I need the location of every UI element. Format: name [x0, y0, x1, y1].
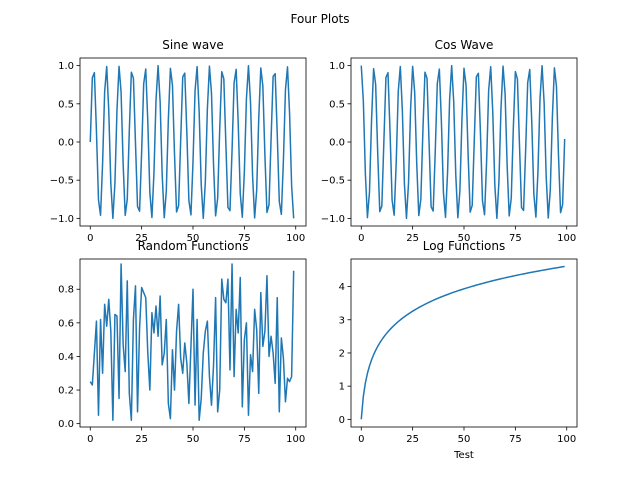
log-functions-ytick-label: 0	[339, 415, 345, 426]
sine-wave-ytick-label: −1.0	[50, 214, 74, 225]
cos-wave-series-line-0	[360, 64, 566, 220]
log-functions-xlabel: Test	[453, 450, 474, 461]
subplot-random-functions: 0 25 50 75 100 0.0 0.2 0.4 0.6 0.8 Random Function…	[58, 239, 307, 445]
random-functions-ytick-label: 0.6	[58, 318, 74, 329]
sine-wave-ytick-label: −0.5	[50, 176, 74, 187]
log-functions-ytick-label: 4	[339, 282, 345, 293]
log-functions-xtick-label: 75	[509, 434, 522, 445]
random-functions-xtick-label: 25	[135, 434, 148, 445]
random-functions-ytick-label: 0.0	[58, 419, 74, 430]
cos-wave-xtick-label: 25	[406, 233, 419, 244]
sine-wave-xtick-label: 50	[187, 233, 200, 244]
sine-wave-xtick-label: 0	[87, 233, 93, 244]
sine-wave-xtick-label: 25	[135, 233, 148, 244]
random-functions-series-line-0	[89, 263, 295, 422]
log-functions-ytick-label: 3	[339, 315, 345, 326]
sine-wave-series-line-0	[89, 64, 295, 220]
log-functions-xtick-label: 100	[557, 434, 576, 445]
random-functions-xtick-label: 50	[187, 434, 200, 445]
log-functions-xtick-label: 0	[358, 434, 364, 445]
random-functions-ytick-label: 0.4	[58, 352, 74, 363]
log-functions-title: Log Functions	[423, 239, 506, 253]
random-functions-xtick-label: 0	[87, 434, 93, 445]
random-functions-title: Random Functions	[138, 239, 249, 253]
subplot-sine-wave: 0 25 50 75 100 −1.0 −0.5 0.0 0.5 1.0 Sine wave	[50, 38, 307, 244]
random-functions-ytick-label: 0.2	[58, 386, 74, 397]
log-functions-xtick-label: 25	[406, 434, 419, 445]
sine-wave-ytick-label: 0.0	[58, 138, 74, 149]
cos-wave-xtick-label: 100	[557, 233, 576, 244]
cos-wave-xtick-label: 75	[509, 233, 522, 244]
cos-wave-ytick-label: −0.5	[321, 176, 345, 187]
sine-wave-title: Sine wave	[162, 38, 223, 52]
sine-wave-ytick-label: 0.5	[58, 99, 74, 110]
sine-wave-xtick-label: 75	[238, 233, 251, 244]
subplot-cos-wave: 0 25 50 75 100 −1.0 −0.5 0.0 0.5 1.0 Cos Wave	[321, 38, 578, 244]
cos-wave-ytick-label: 0.0	[329, 138, 345, 149]
cos-wave-xtick-label: 50	[458, 233, 471, 244]
subplot-log-functions: 0 25 50 75 100 0 1 2 3 4 Log Functions Test	[339, 239, 578, 461]
random-functions-ytick-label: 0.8	[58, 285, 74, 296]
log-functions-ytick-label: 2	[339, 348, 345, 359]
cos-wave-title: Cos Wave	[435, 38, 494, 52]
sine-wave-xtick-label: 100	[286, 233, 305, 244]
sine-wave-ytick-label: 1.0	[58, 61, 74, 72]
log-functions-series-line-0	[360, 265, 565, 420]
random-functions-xtick-label: 75	[238, 434, 251, 445]
cos-wave-ytick-label: 1.0	[329, 61, 345, 72]
log-functions-xtick-label: 50	[458, 434, 471, 445]
random-functions-xtick-label: 100	[286, 434, 305, 445]
figure-suptitle: Four Plots	[290, 12, 349, 26]
cos-wave-xtick-label: 0	[358, 233, 364, 244]
cos-wave-ytick-label: −1.0	[321, 214, 345, 225]
log-functions-ytick-label: 1	[339, 382, 345, 393]
cos-wave-ytick-label: 0.5	[329, 99, 345, 110]
